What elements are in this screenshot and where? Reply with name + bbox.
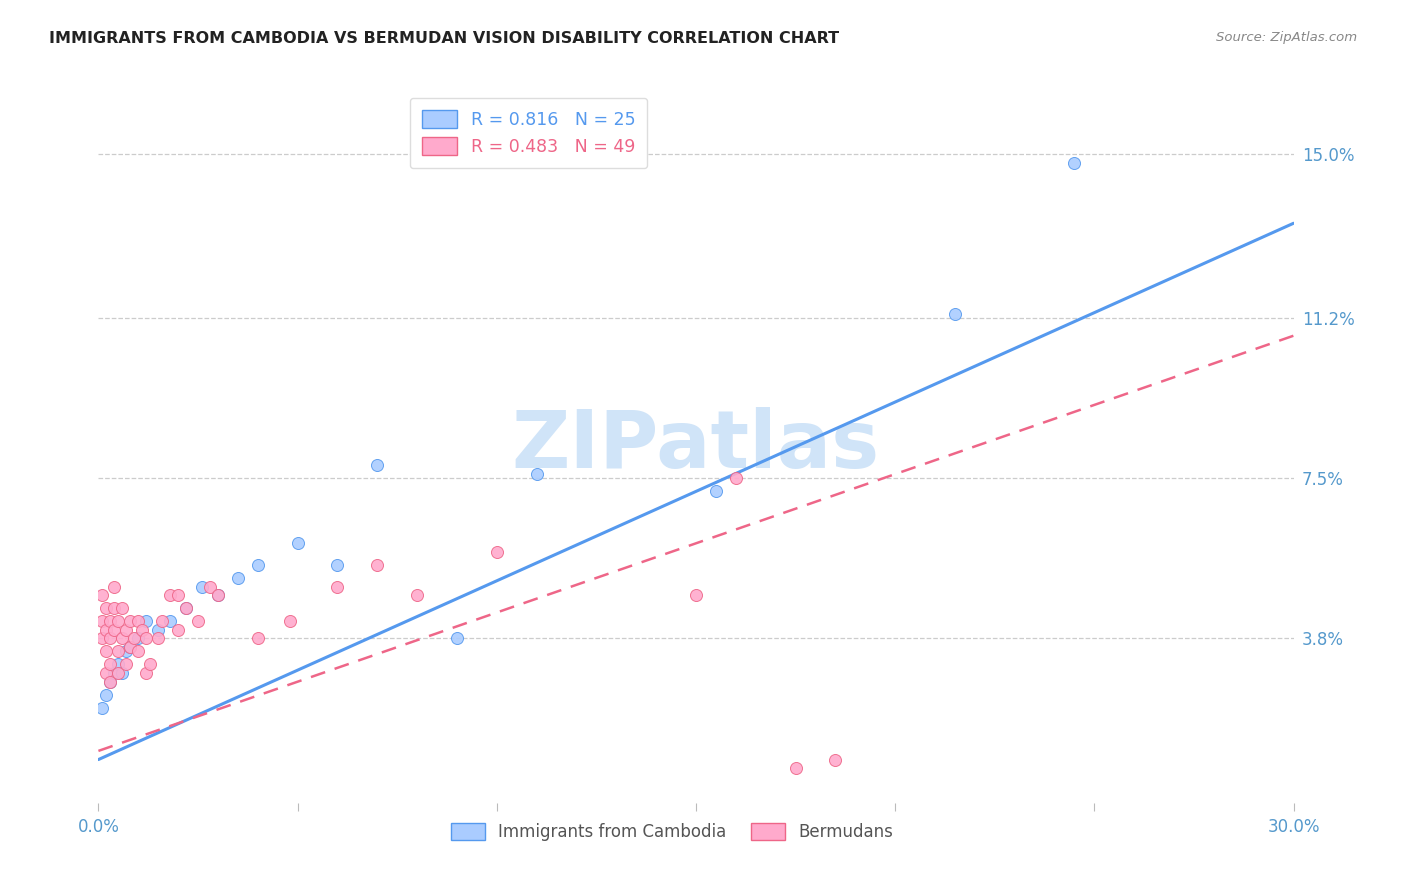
Point <box>148 623 170 637</box>
Point <box>120 614 142 628</box>
Point <box>103 623 125 637</box>
Point <box>107 614 129 628</box>
Point <box>226 571 249 585</box>
Point <box>111 632 134 646</box>
Point <box>98 674 122 689</box>
Point <box>191 580 214 594</box>
Point <box>326 558 349 572</box>
Point <box>287 536 309 550</box>
Point <box>446 632 468 646</box>
Point <box>167 623 190 637</box>
Point <box>91 588 114 602</box>
Point <box>115 644 138 658</box>
Point <box>127 614 149 628</box>
Point <box>107 666 129 681</box>
Point <box>485 545 508 559</box>
Point <box>96 644 118 658</box>
Point <box>111 666 134 681</box>
Point <box>91 700 114 714</box>
Point <box>103 580 125 594</box>
Text: Source: ZipAtlas.com: Source: ZipAtlas.com <box>1216 31 1357 45</box>
Point <box>96 666 118 681</box>
Point <box>124 632 146 646</box>
Point <box>704 484 727 499</box>
Point <box>198 580 221 594</box>
Point <box>127 632 149 646</box>
Text: IMMIGRANTS FROM CAMBODIA VS BERMUDAN VISION DISABILITY CORRELATION CHART: IMMIGRANTS FROM CAMBODIA VS BERMUDAN VIS… <box>49 31 839 46</box>
Point <box>96 601 118 615</box>
Point <box>107 657 129 672</box>
Point <box>127 644 149 658</box>
Point <box>98 614 122 628</box>
Point <box>98 657 122 672</box>
Point <box>406 588 429 602</box>
Point <box>96 623 118 637</box>
Point <box>174 601 197 615</box>
Point <box>91 614 114 628</box>
Point <box>131 623 153 637</box>
Point <box>326 580 349 594</box>
Point <box>135 614 157 628</box>
Point <box>167 588 190 602</box>
Point <box>91 632 114 646</box>
Point <box>246 632 269 646</box>
Point <box>98 674 122 689</box>
Point <box>207 588 229 602</box>
Point <box>187 614 209 628</box>
Point <box>135 666 157 681</box>
Point <box>120 640 142 654</box>
Point <box>1063 155 1085 169</box>
Point <box>159 614 181 628</box>
Point <box>98 632 122 646</box>
Point <box>366 458 388 473</box>
Point <box>96 688 118 702</box>
Point <box>246 558 269 572</box>
Point <box>785 761 807 775</box>
Point <box>207 588 229 602</box>
Point <box>135 632 157 646</box>
Legend: Immigrants from Cambodia, Bermudans: Immigrants from Cambodia, Bermudans <box>444 816 900 848</box>
Point <box>824 753 846 767</box>
Point <box>120 640 142 654</box>
Point <box>115 657 138 672</box>
Point <box>159 588 181 602</box>
Point <box>115 623 138 637</box>
Point <box>174 601 197 615</box>
Point <box>103 666 125 681</box>
Point <box>685 588 707 602</box>
Point <box>107 644 129 658</box>
Y-axis label: Vision Disability: Vision Disability <box>0 380 8 512</box>
Text: ZIPatlas: ZIPatlas <box>512 407 880 485</box>
Point <box>724 471 747 485</box>
Point <box>526 467 548 482</box>
Point <box>148 632 170 646</box>
Point <box>366 558 388 572</box>
Point <box>150 614 173 628</box>
Point <box>111 601 134 615</box>
Point <box>278 614 301 628</box>
Point <box>103 601 125 615</box>
Point <box>139 657 162 672</box>
Point <box>943 307 966 321</box>
